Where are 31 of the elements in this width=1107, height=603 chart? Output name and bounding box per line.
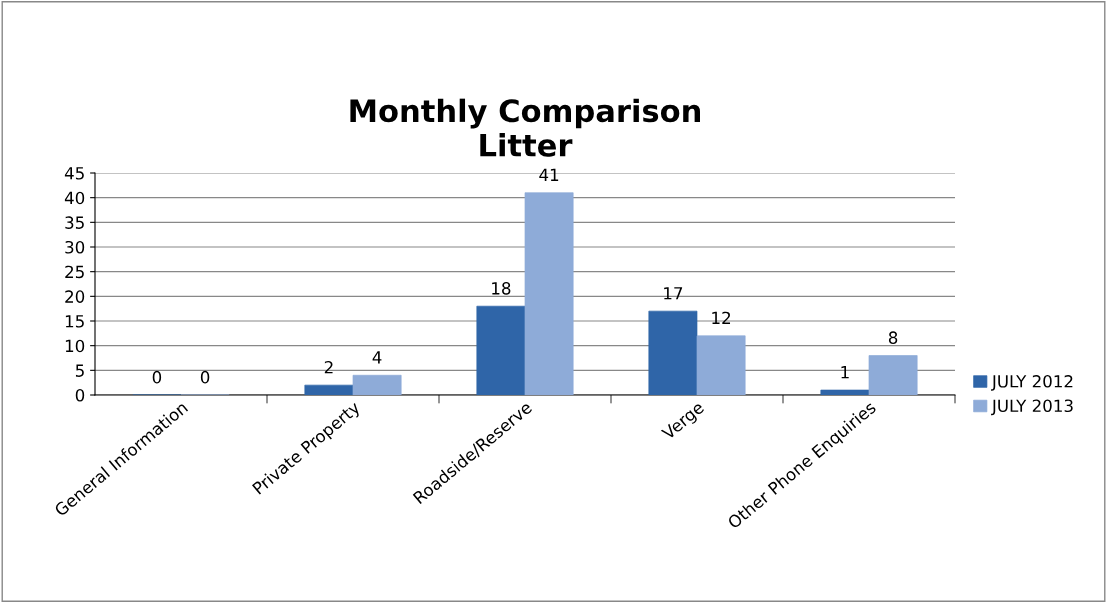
y-tick-label: 0 bbox=[75, 388, 85, 402]
data-label: 4 bbox=[372, 351, 382, 364]
y-tick-label: 35 bbox=[65, 216, 84, 229]
data-label: 0 bbox=[152, 370, 162, 384]
bar bbox=[476, 305, 526, 395]
data-label: 12 bbox=[712, 311, 731, 324]
data-label: 41 bbox=[539, 168, 559, 181]
data-label: 18 bbox=[492, 282, 511, 295]
bar bbox=[696, 335, 746, 395]
legend-label: JULY 2013 bbox=[991, 399, 1073, 416]
y-tick-label: 40 bbox=[64, 191, 85, 205]
legend-label: JULY 2012 bbox=[991, 375, 1073, 391]
data-label: 1 bbox=[841, 366, 849, 379]
y-tick-label: 25 bbox=[65, 265, 84, 279]
data-label: 2 bbox=[324, 360, 333, 374]
y-tick-label: 45 bbox=[64, 167, 84, 180]
bar bbox=[524, 192, 574, 395]
bar bbox=[304, 384, 354, 395]
bar bbox=[648, 310, 698, 395]
data-label: 0 bbox=[200, 370, 210, 384]
chart-title: Monthly Comparison Litter bbox=[350, 98, 700, 157]
y-tick-label: 20 bbox=[65, 290, 85, 303]
y-tick-label: 30 bbox=[65, 240, 85, 254]
bar bbox=[352, 374, 402, 395]
bar bbox=[868, 355, 918, 395]
y-tick-label: 15 bbox=[65, 315, 84, 328]
y-tick-label: 10 bbox=[65, 339, 85, 353]
data-label: 8 bbox=[888, 331, 898, 344]
bar bbox=[820, 389, 870, 395]
y-tick-label: 5 bbox=[75, 364, 84, 377]
data-label: 17 bbox=[664, 287, 683, 300]
